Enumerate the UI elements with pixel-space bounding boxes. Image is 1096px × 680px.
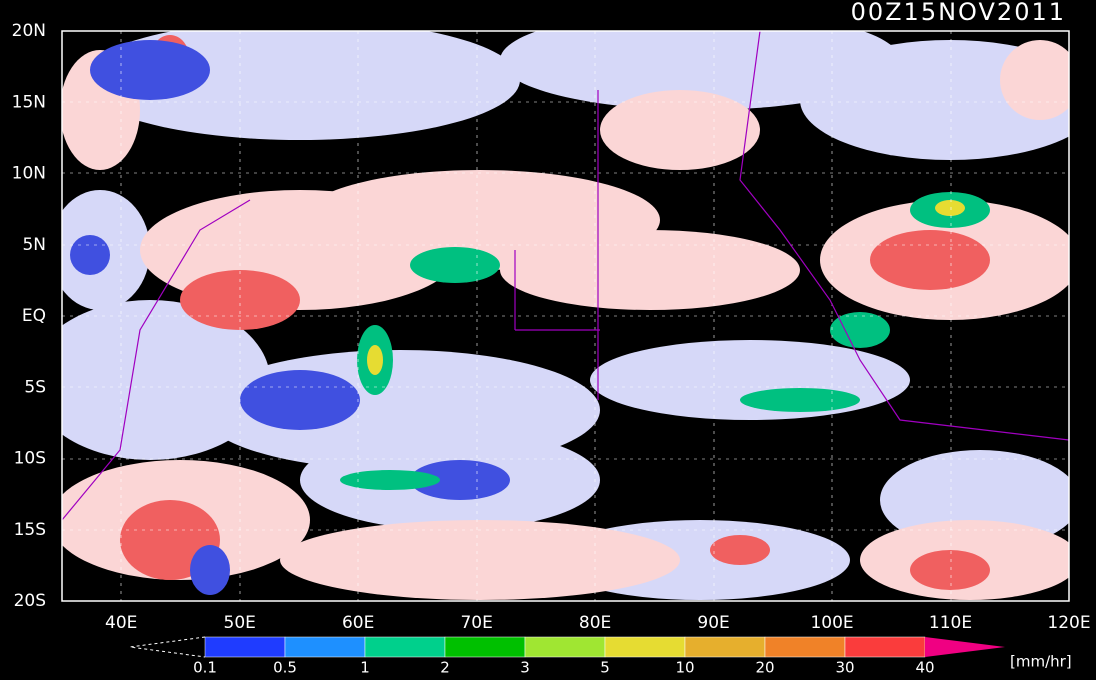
axis-labels: 20N 15N 10N 5N EQ 5S 10S 15S 20S 40E 50E 60E 70E 80E 9… [12, 21, 1091, 633]
lon-label: 60E [342, 613, 374, 633]
lat-label: 5S [24, 377, 46, 397]
field [62, 31, 1069, 601]
lon-label: 70E [460, 613, 492, 633]
colorbar-label: 2 [440, 659, 450, 677]
colorbar-label: 20 [755, 659, 774, 677]
map-frame [61, 30, 1070, 602]
lat-label: 20S [14, 591, 46, 611]
colorbar-box [364, 636, 446, 658]
lon-label: 50E [224, 613, 256, 633]
colorbar-box [444, 636, 526, 658]
colorbar-box [284, 636, 366, 658]
lat-label: 20N [12, 21, 46, 41]
colorbar-label: 5 [600, 659, 610, 677]
colorbar-box [684, 636, 766, 658]
lon-label: 110E [929, 613, 972, 633]
colorbar-box [844, 636, 926, 658]
colorbar-box [604, 636, 686, 658]
colorbar-box [204, 636, 286, 658]
colorbar-unit: [mm/hr] [1010, 653, 1072, 671]
colorbar-label: 0.5 [273, 659, 297, 677]
lon-label: 90E [697, 613, 729, 633]
colorbar-label: 10 [675, 659, 694, 677]
colorbar-box [764, 636, 846, 658]
lat-label: 5N [22, 235, 46, 255]
colorbar-label: 30 [835, 659, 854, 677]
lat-label: 10N [12, 164, 46, 184]
colorbar-label: 40 [915, 659, 934, 677]
map-title: 00Z15NOV2011 [851, 0, 1066, 26]
lat-label: 15N [12, 92, 46, 112]
colorbar-under [129, 636, 206, 658]
lon-label: 120E [1047, 613, 1090, 633]
lat-label: 10S [14, 449, 46, 469]
lon-label: 40E [105, 613, 137, 633]
colorbar-label: 0.1 [193, 659, 217, 677]
lat-label: EQ [22, 306, 46, 326]
colorbar-over [925, 637, 1005, 657]
colorbar-label: 3 [520, 659, 530, 677]
colorbar-label: 1 [360, 659, 370, 677]
colorbar: 0.1 0.5 1 2 3 5 10 20 30 40 [mm/hr] [129, 636, 1072, 677]
colorbar-box [524, 636, 606, 658]
lat-label: 15S [14, 520, 46, 540]
lon-label: 80E [579, 613, 611, 633]
lon-label: 100E [810, 613, 853, 633]
